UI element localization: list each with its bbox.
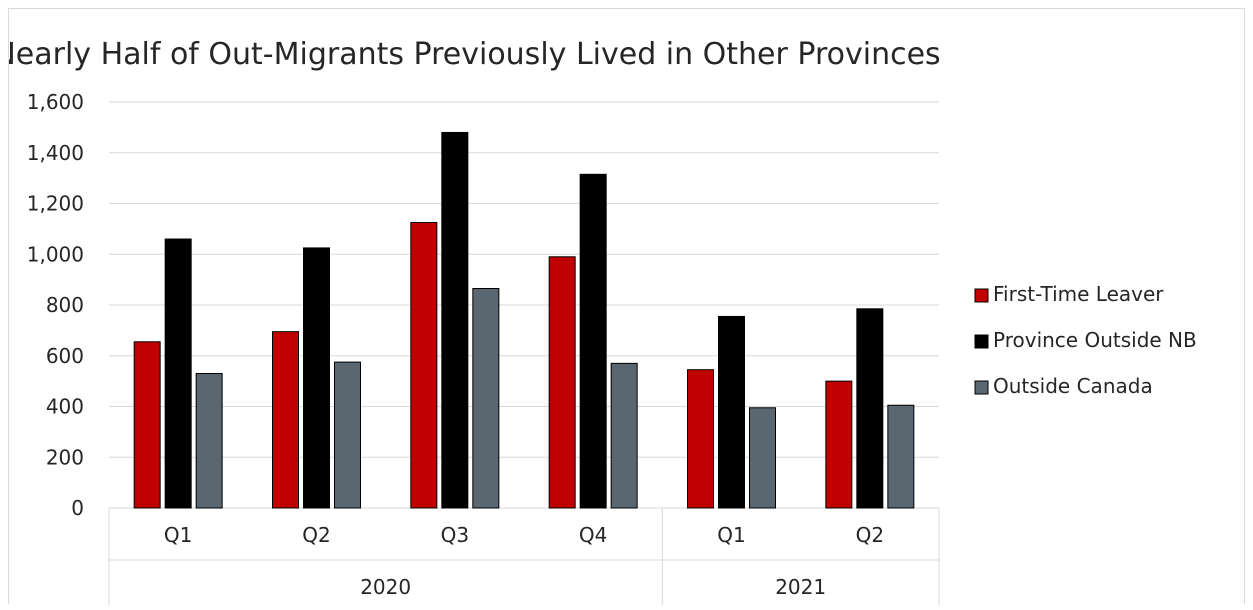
chart-title: Nearly Half of Out-Migrants Previously L… bbox=[9, 37, 941, 72]
y-tick-label: 1,400 bbox=[27, 141, 84, 165]
y-tick-label: 200 bbox=[46, 445, 84, 469]
legend-swatch bbox=[974, 380, 989, 395]
legend-label: Outside Canada bbox=[993, 374, 1153, 398]
y-tick-label: 800 bbox=[46, 293, 84, 317]
category-label: Q3 bbox=[441, 523, 469, 547]
y-tick-label: 0 bbox=[71, 496, 84, 520]
bar bbox=[548, 256, 576, 509]
group-label: 2021 bbox=[775, 575, 826, 599]
bar bbox=[303, 247, 330, 509]
bars bbox=[133, 131, 915, 509]
category-label: Q2 bbox=[302, 523, 330, 547]
bar-chart: Nearly Half of Out-Migrants Previously L… bbox=[0, 37, 1197, 605]
legend-swatch bbox=[974, 288, 989, 303]
bar bbox=[441, 131, 469, 509]
category-label: Q1 bbox=[164, 523, 192, 547]
category-label: Q1 bbox=[717, 523, 745, 547]
axis-labels: 0 200 400 600 800 1,000 1,200 1,400 1,600 Q1 Q2 Q3 Q… bbox=[27, 90, 884, 599]
axes bbox=[108, 507, 940, 605]
y-tick-label: 1,200 bbox=[27, 192, 84, 216]
bar bbox=[687, 369, 714, 509]
group-label: 2020 bbox=[360, 575, 411, 599]
bar bbox=[472, 288, 500, 509]
bar bbox=[579, 173, 607, 509]
bar bbox=[164, 238, 192, 509]
y-tick-label: 1,000 bbox=[27, 242, 84, 266]
bar bbox=[825, 380, 853, 509]
y-tick-label: 1,600 bbox=[27, 90, 84, 114]
gridlines bbox=[109, 101, 939, 458]
bar bbox=[718, 315, 745, 509]
y-tick-label: 400 bbox=[46, 395, 84, 419]
bar bbox=[195, 373, 223, 509]
bar bbox=[410, 222, 438, 509]
legend-swatch bbox=[974, 334, 989, 349]
bar bbox=[610, 362, 638, 509]
y-tick-label: 600 bbox=[46, 344, 84, 368]
legend-label: First-Time Leaver bbox=[993, 282, 1164, 306]
bar bbox=[334, 361, 361, 509]
legend: First-Time Leaver Province Outside NB Outs… bbox=[974, 282, 1197, 398]
chart-container: Nearly Half of Out-Migrants Previously L… bbox=[0, 8, 1245, 605]
category-label: Q2 bbox=[856, 523, 884, 547]
bar bbox=[749, 407, 776, 509]
legend-label: Province Outside NB bbox=[993, 328, 1197, 352]
bar bbox=[133, 341, 161, 509]
bar bbox=[887, 404, 915, 509]
category-label: Q4 bbox=[579, 523, 607, 547]
bar bbox=[856, 308, 884, 509]
bar bbox=[272, 331, 299, 509]
